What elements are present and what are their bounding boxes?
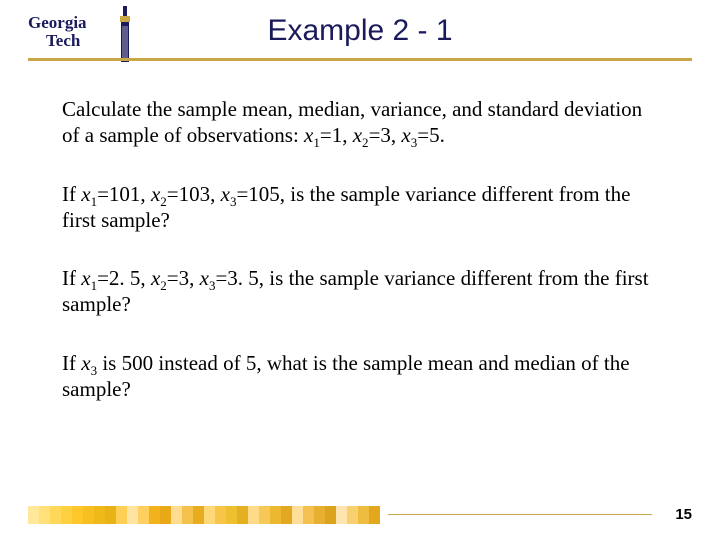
footer-stripe: [325, 506, 336, 524]
paragraph-1: Calculate the sample mean, median, varia…: [62, 96, 658, 149]
footer-stripe: [204, 506, 215, 524]
footer-stripe: [116, 506, 127, 524]
footer-stripe: [303, 506, 314, 524]
paragraph-3: If x1=2. 5, x2=3, x3=3. 5, is the sample…: [62, 265, 658, 318]
footer-line: [388, 514, 652, 515]
paragraph-4: If x3 is 500 instead of 5, what is the s…: [62, 350, 658, 403]
footer-stripe: [270, 506, 281, 524]
footer-stripe: [127, 506, 138, 524]
footer-stripe: [347, 506, 358, 524]
footer-stripe: [28, 506, 39, 524]
footer-band: 15: [28, 506, 692, 524]
footer-stripe: [369, 506, 380, 524]
footer-stripe: [215, 506, 226, 524]
footer-stripe: [171, 506, 182, 524]
page-number: 15: [675, 506, 692, 523]
footer-stripe: [72, 506, 83, 524]
footer-stripe: [61, 506, 72, 524]
footer-stripe: [83, 506, 94, 524]
footer-stripe: [193, 506, 204, 524]
footer-stripe: [358, 506, 369, 524]
footer-stripe: [336, 506, 347, 524]
footer-stripe: [182, 506, 193, 524]
footer-stripe: [259, 506, 270, 524]
title-underline: [28, 58, 692, 61]
footer-stripe: [149, 506, 160, 524]
footer-stripe: [39, 506, 50, 524]
footer-stripe: [314, 506, 325, 524]
footer-stripe: [292, 506, 303, 524]
slide-body: Calculate the sample mean, median, varia…: [62, 96, 658, 434]
footer-stripe: [160, 506, 171, 524]
footer-stripe: [50, 506, 61, 524]
footer-stripe: [281, 506, 292, 524]
footer-stripe: [226, 506, 237, 524]
footer-stripes: [28, 506, 388, 524]
slide-title: Example 2 - 1: [0, 14, 720, 48]
footer-stripe: [94, 506, 105, 524]
paragraph-2: If x1=101, x2=103, x3=105, is the sample…: [62, 181, 658, 234]
footer-stripe: [237, 506, 248, 524]
footer-stripe: [138, 506, 149, 524]
footer-stripe: [105, 506, 116, 524]
footer-stripe: [248, 506, 259, 524]
